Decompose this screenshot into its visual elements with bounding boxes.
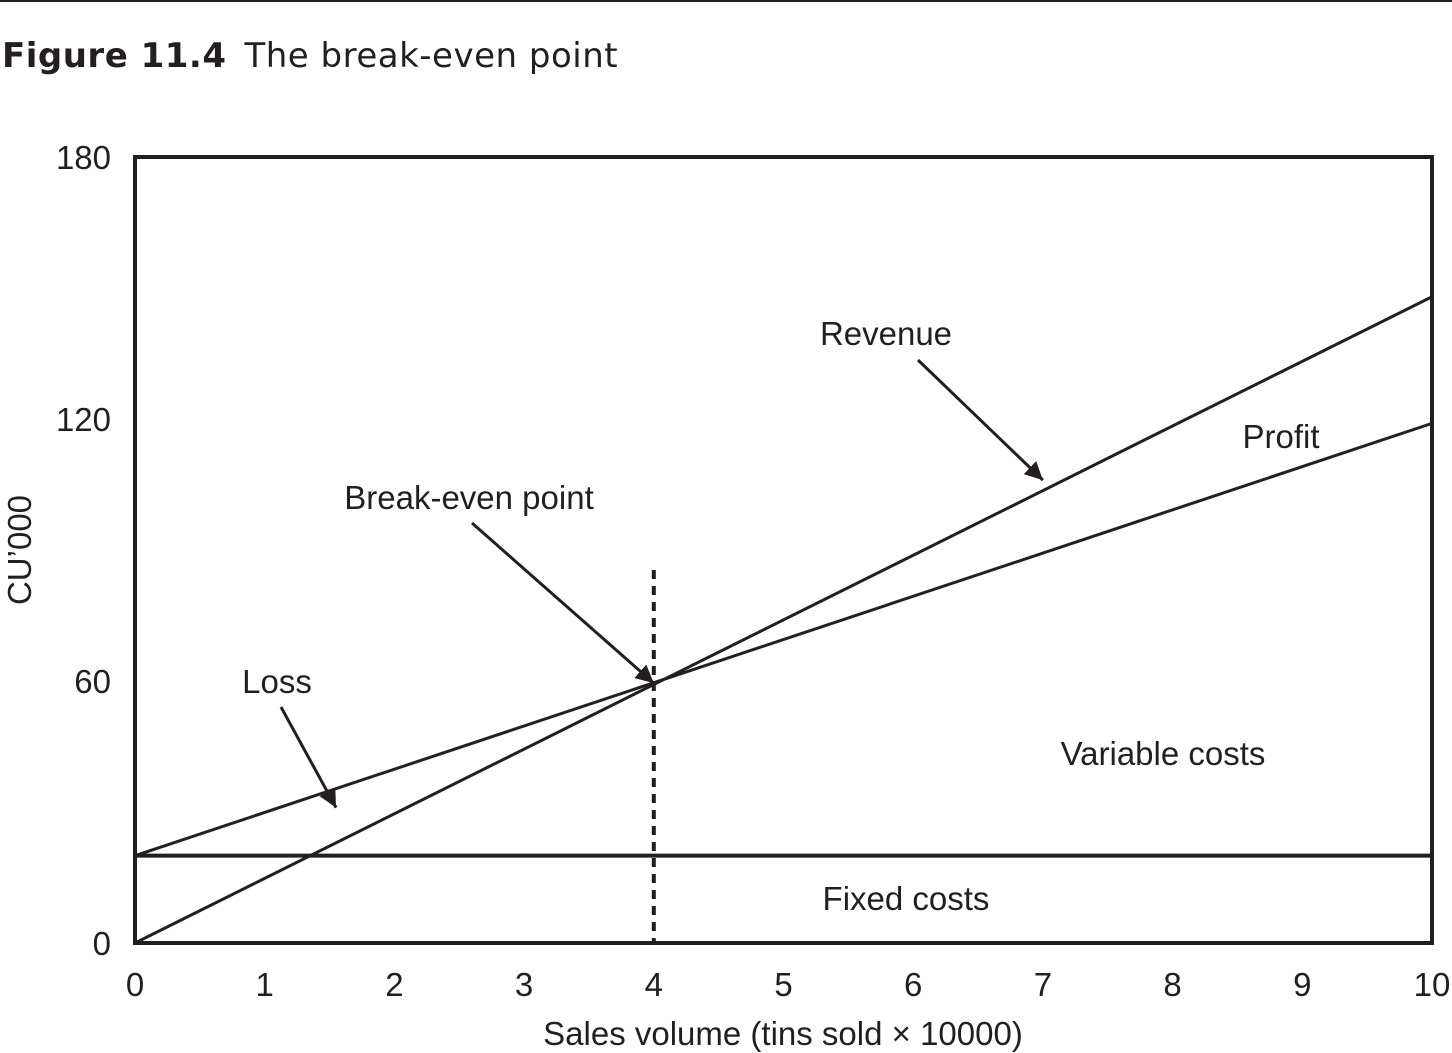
annotation-profit-label: Profit <box>1242 418 1319 455</box>
x-tick-label: 3 <box>515 966 533 1003</box>
x-tick-label: 4 <box>645 966 663 1003</box>
y-tick-label: 0 <box>93 925 111 962</box>
region-label-variable-costs: Variable costs <box>1061 735 1266 772</box>
figure-number: Figure 11.4 <box>2 36 227 76</box>
annotation-revenue-arrow <box>916 358 1044 482</box>
y-tick-label: 180 <box>56 139 111 176</box>
y-axis-label: CU’000 <box>1 495 38 605</box>
x-tick-label: 8 <box>1163 966 1181 1003</box>
figure-title: The break-even point <box>244 36 619 76</box>
x-tick-label: 2 <box>385 966 403 1003</box>
x-tick-label: 9 <box>1293 966 1311 1003</box>
revenue-line <box>134 295 1433 945</box>
x-tick-label: 1 <box>256 966 274 1003</box>
x-tick-labels: 0 1 2 3 4 5 6 7 8 9 10 <box>126 966 1451 1003</box>
annotation-loss-label: Loss <box>242 663 312 700</box>
figure-caption: Figure 11.4 The break-even point <box>2 34 618 76</box>
x-tick-label: 10 <box>1414 966 1451 1003</box>
y-tick-label: 60 <box>74 663 111 700</box>
annotation-loss-arrow <box>279 706 338 809</box>
x-tick-label: 5 <box>774 966 792 1003</box>
y-tick-label: 120 <box>56 401 111 438</box>
x-tick-label: 0 <box>126 966 144 1003</box>
plot-frame <box>133 155 1434 945</box>
y-tick-labels: 0 60 120 180 <box>56 139 111 962</box>
x-tick-label: 7 <box>1034 966 1052 1003</box>
annotation-revenue-label: Revenue <box>820 315 952 352</box>
annotation-break-even-arrow <box>471 521 655 685</box>
x-tick-label: 6 <box>904 966 922 1003</box>
region-label-fixed-costs: Fixed costs <box>823 880 990 917</box>
annotation-break-even-label: Break-even point <box>344 479 593 516</box>
x-axis-label: Sales volume (tins sold × 10000) <box>543 1015 1023 1052</box>
top-rule <box>0 0 1452 2</box>
total-costs-line <box>134 421 1433 858</box>
